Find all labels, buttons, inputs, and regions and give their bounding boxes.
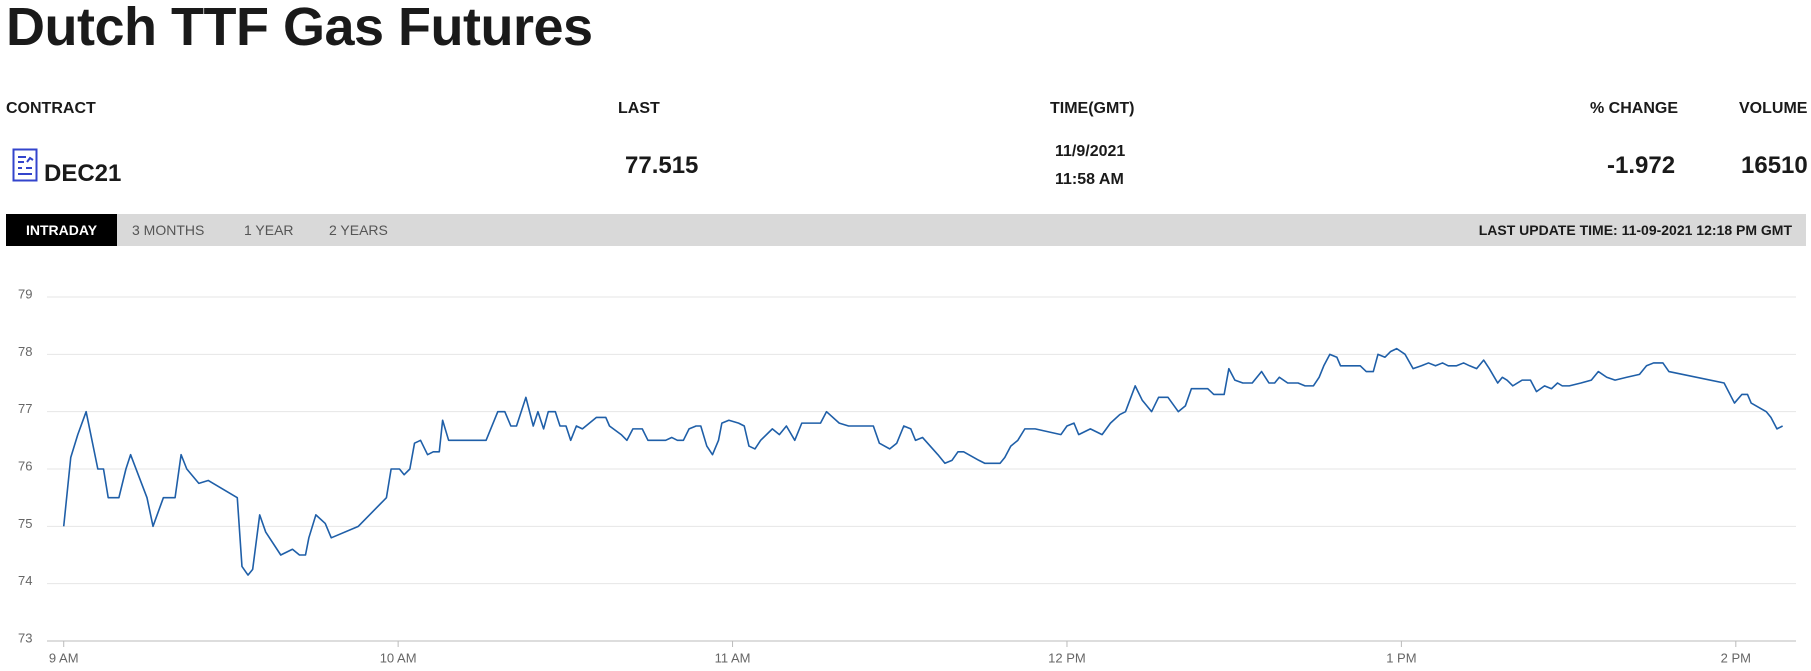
tab-bar: INTRADAY 3 MONTHS 1 YEAR 2 YEARS LAST UP…: [6, 214, 1806, 246]
volume: 16510: [1741, 152, 1808, 179]
y-tick-label: 76: [18, 458, 32, 473]
column-header: % CHANGE: [1590, 100, 1679, 117]
column-header: VOLUME: [1739, 100, 1808, 117]
contract-name: DEC21: [44, 160, 122, 187]
page-title: Dutch TTF Gas Futures: [6, 0, 593, 57]
y-tick-label: 75: [18, 516, 32, 531]
column-header: LAST: [618, 100, 660, 117]
tab[interactable]: INTRADAY: [6, 214, 118, 246]
tab[interactable]: 1 YEAR: [244, 222, 294, 238]
x-tick-label: 2 PM: [1721, 650, 1751, 665]
column-header: CONTRACT: [6, 100, 96, 117]
x-tick-label: 10 AM: [380, 650, 417, 665]
x-tick-label: 9 AM: [49, 650, 79, 665]
x-tick-label: 11 AM: [715, 650, 751, 665]
x-tick-label: 12 PM: [1048, 650, 1086, 665]
column-header: TIME(GMT): [1050, 100, 1135, 117]
y-tick-label: 74: [18, 573, 32, 588]
y-tick-label: 73: [18, 630, 32, 645]
last-price: 77.515: [625, 152, 699, 179]
y-tick-label: 77: [18, 401, 32, 416]
last-update: LAST UPDATE TIME: 11-09-2021 12:18 PM GM…: [1478, 222, 1792, 238]
tab[interactable]: 3 MONTHS: [132, 222, 205, 238]
price-line: [62, 347, 1783, 576]
y-tick-label: 79: [18, 286, 32, 301]
contract-icon: [12, 148, 38, 182]
tab[interactable]: 2 YEARS: [329, 222, 388, 238]
y-tick-label: 78: [18, 344, 32, 359]
percent-change: -1.972: [1607, 152, 1676, 179]
trade-date: 11/9/2021: [1055, 143, 1126, 160]
trade-time: 11:58 AM: [1055, 171, 1124, 188]
x-tick-label: 1 PM: [1386, 650, 1416, 665]
